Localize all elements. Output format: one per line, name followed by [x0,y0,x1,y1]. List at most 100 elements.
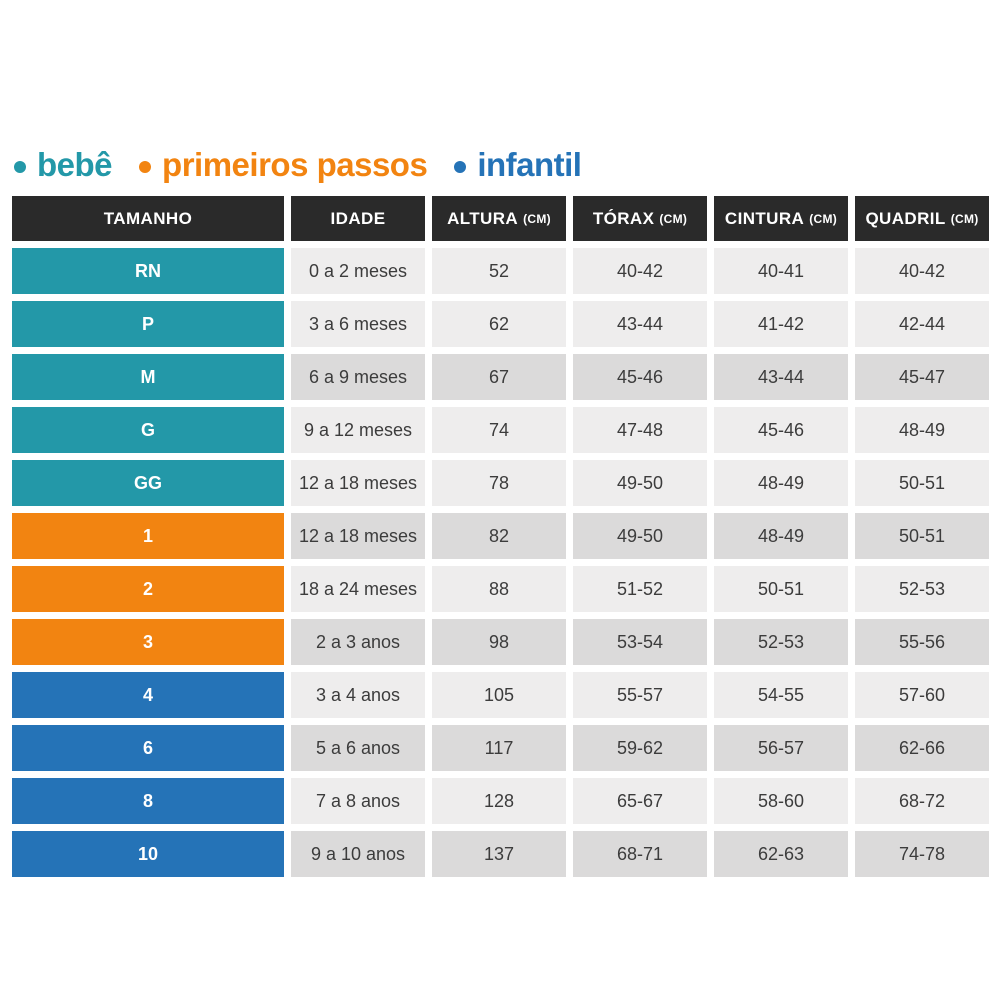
altura-cell: 82 [432,513,566,559]
quadril-cell: 52-53 [855,566,989,612]
header-cell-quadril: QUADRIL (CM) [855,196,989,241]
header-label: IDADE [330,208,386,228]
altura-cell: 117 [432,725,566,771]
torax-cell: 45-46 [573,354,707,400]
idade-cell: 3 a 4 anos [291,672,425,718]
legend-label: bebê [37,146,113,183]
quadril-cell: 62-66 [855,725,989,771]
header-label: CINTURA [724,208,805,228]
cintura-cell: 40-41 [714,248,848,294]
size-cell: 2 [12,566,284,612]
idade-cell: 12 a 18 meses [291,513,425,559]
header-cell-torax: TÓRAX (CM) [573,196,707,241]
cintura-cell: 58-60 [714,778,848,824]
torax-cell: 51-52 [573,566,707,612]
size-table: TAMANHO IDADE ALTURA (CM) TÓRAX (CM) CINTURA (C… [12,196,989,877]
quadril-cell: 40-42 [855,248,989,294]
cintura-cell: 48-49 [714,460,848,506]
cintura-cell: 45-46 [714,407,848,453]
size-cell: 8 [12,778,284,824]
idade-cell: 9 a 10 anos [291,831,425,877]
header-label: TAMANHO [103,208,193,228]
size-cell: P [12,301,284,347]
quadril-cell: 68-72 [855,778,989,824]
altura-cell: 128 [432,778,566,824]
idade-cell: 6 a 9 meses [291,354,425,400]
altura-cell: 62 [432,301,566,347]
torax-cell: 59-62 [573,725,707,771]
legend-item: infantil [454,146,582,184]
idade-cell: 9 a 12 meses [291,407,425,453]
size-cell: GG [12,460,284,506]
idade-cell: 2 a 3 anos [291,619,425,665]
header-unit-label: (CM) [950,211,979,226]
torax-cell: 53-54 [573,619,707,665]
size-cell: RN [12,248,284,294]
cintura-cell: 50-51 [714,566,848,612]
altura-cell: 98 [432,619,566,665]
header-cell-idade: IDADE [291,196,425,241]
size-cell: 1 [12,513,284,559]
header-cell-cintura: CINTURA (CM) [714,196,848,241]
legend-label: primeiros passos [162,146,428,183]
torax-cell: 47-48 [573,407,707,453]
legend: bebê primeiros passos infantil [14,146,582,184]
torax-cell: 43-44 [573,301,707,347]
idade-cell: 3 a 6 meses [291,301,425,347]
legend-item: bebê [14,146,113,184]
header-label: ALTURA [447,208,519,228]
quadril-cell: 45-47 [855,354,989,400]
idade-cell: 7 a 8 anos [291,778,425,824]
header-unit-label: (CM) [809,211,838,226]
quadril-cell: 57-60 [855,672,989,718]
cintura-cell: 54-55 [714,672,848,718]
idade-cell: 12 a 18 meses [291,460,425,506]
altura-cell: 67 [432,354,566,400]
cintura-cell: 41-42 [714,301,848,347]
size-cell: M [12,354,284,400]
quadril-cell: 48-49 [855,407,989,453]
size-cell: 6 [12,725,284,771]
legend-bullet-icon [139,161,152,173]
header-cell-size: TAMANHO [12,196,284,241]
quadril-cell: 42-44 [855,301,989,347]
altura-cell: 88 [432,566,566,612]
header-label: QUADRIL [865,208,946,228]
torax-cell: 65-67 [573,778,707,824]
quadril-cell: 55-56 [855,619,989,665]
header-unit-label: (CM) [659,211,688,226]
quadril-cell: 74-78 [855,831,989,877]
cintura-cell: 52-53 [714,619,848,665]
torax-cell: 49-50 [573,460,707,506]
altura-cell: 74 [432,407,566,453]
legend-bullet-icon [454,161,467,173]
header-label: TÓRAX [592,208,655,228]
header-unit-label: (CM) [523,211,551,226]
legend-label: infantil [477,146,582,183]
cintura-cell: 43-44 [714,354,848,400]
altura-cell: 137 [432,831,566,877]
torax-cell: 40-42 [573,248,707,294]
altura-cell: 52 [432,248,566,294]
quadril-cell: 50-51 [855,513,989,559]
altura-cell: 105 [432,672,566,718]
torax-cell: 49-50 [573,513,707,559]
size-cell: 3 [12,619,284,665]
header-cell-altura: ALTURA (CM) [432,196,566,241]
size-cell: 10 [12,831,284,877]
idade-cell: 18 a 24 meses [291,566,425,612]
cintura-cell: 62-63 [714,831,848,877]
altura-cell: 78 [432,460,566,506]
legend-item: primeiros passos [139,146,428,184]
quadril-cell: 50-51 [855,460,989,506]
cintura-cell: 56-57 [714,725,848,771]
idade-cell: 0 a 2 meses [291,248,425,294]
legend-bullet-icon [14,161,26,173]
cintura-cell: 48-49 [714,513,848,559]
size-cell: 4 [12,672,284,718]
torax-cell: 68-71 [573,831,707,877]
idade-cell: 5 a 6 anos [291,725,425,771]
torax-cell: 55-57 [573,672,707,718]
size-cell: G [12,407,284,453]
